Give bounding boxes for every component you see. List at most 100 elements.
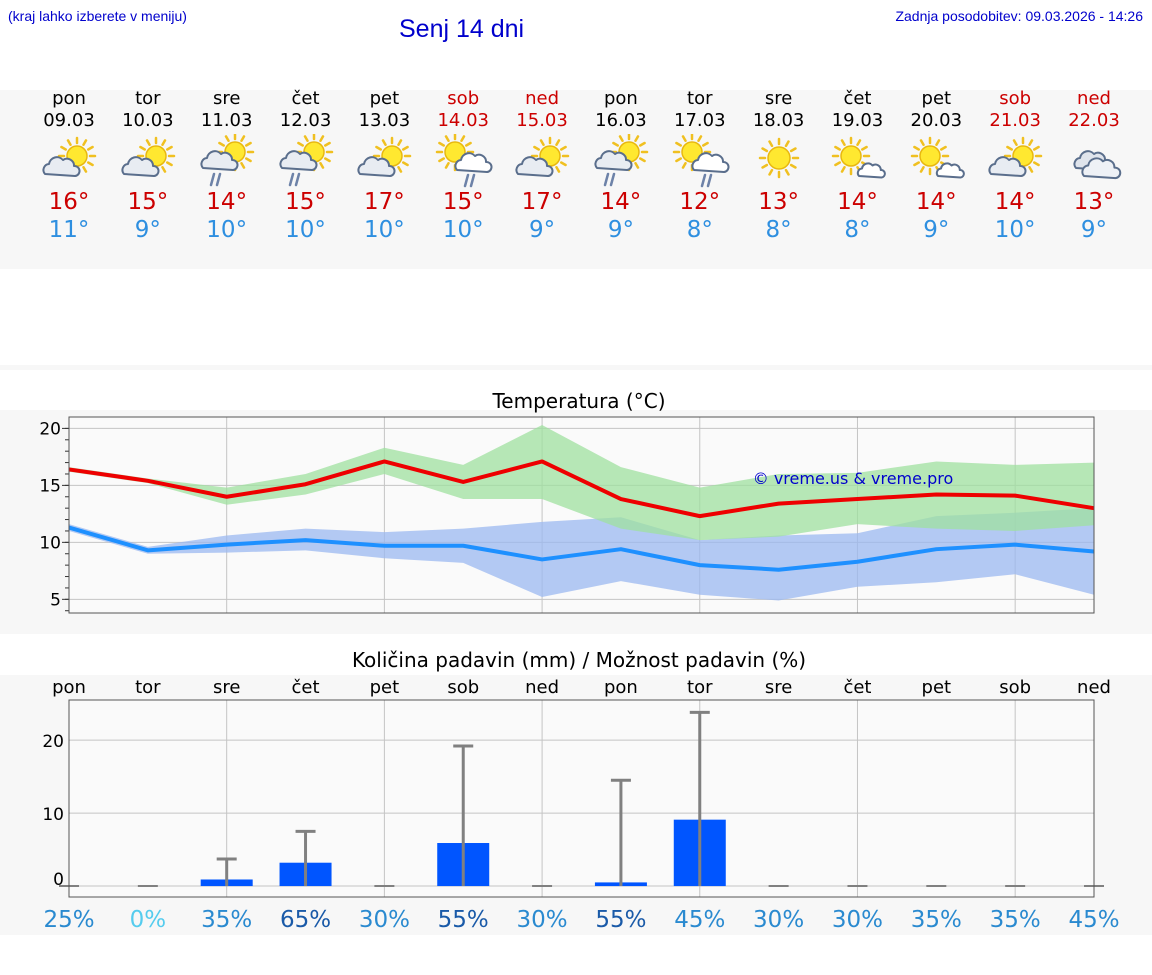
sun-cloud-rain-icon bbox=[594, 134, 649, 187]
cloudy-icon bbox=[1073, 150, 1122, 180]
min-temp: 10° bbox=[994, 217, 1036, 243]
plot-frame bbox=[68, 699, 1095, 898]
day-date: 14.03 bbox=[437, 110, 489, 131]
day-column: pon 09.03 16° 11° bbox=[29, 88, 109, 244]
x-category-label: čet bbox=[292, 677, 320, 698]
min-temp: 8° bbox=[686, 217, 713, 243]
day-name: čet bbox=[291, 88, 320, 109]
max-temp: 14° bbox=[837, 189, 878, 215]
min-temp: 9° bbox=[607, 217, 634, 243]
max-temp: 14° bbox=[206, 189, 248, 215]
day-name: čet bbox=[843, 88, 872, 109]
max-temp: 17° bbox=[521, 189, 563, 215]
sun-small-cloud-icon bbox=[911, 136, 966, 179]
day-column: sre 11.03 14° 10° bbox=[187, 88, 267, 244]
day-name: sre bbox=[212, 88, 241, 109]
day-column: ned 22.03 13° 9° bbox=[1054, 88, 1134, 244]
precip-chance: 35% bbox=[201, 907, 252, 933]
day-column: pon 16.03 14° 9° bbox=[581, 88, 661, 244]
x-category-label: ned bbox=[525, 677, 559, 698]
separator-band bbox=[0, 365, 1152, 370]
max-temp: 17° bbox=[363, 189, 405, 215]
x-category-label: sob bbox=[999, 677, 1031, 698]
day-date: 11.03 bbox=[200, 110, 253, 131]
y-tick-label: 0 bbox=[53, 870, 64, 890]
min-temp: 9° bbox=[134, 217, 161, 243]
precip-chance: 0% bbox=[130, 907, 167, 933]
partly-cloudy-sun-icon bbox=[515, 136, 570, 177]
x-category-label: sob bbox=[447, 677, 479, 698]
day-column: sob 14.03 15° 10° bbox=[423, 88, 503, 244]
y-tick-label: 10 bbox=[39, 533, 61, 553]
day-name: sre bbox=[764, 88, 793, 109]
sun-rain-cloud-icon bbox=[672, 134, 730, 188]
page-title: Senj 14 dni bbox=[399, 15, 525, 43]
min-temp: 9° bbox=[923, 217, 950, 243]
max-temp: 13° bbox=[1073, 189, 1115, 215]
day-name: pet bbox=[921, 88, 952, 109]
precip-chance: 35% bbox=[990, 907, 1041, 933]
partly-cloudy-sun-icon bbox=[121, 136, 176, 177]
min-temp: 10° bbox=[442, 217, 484, 243]
y-tick-label: 10 bbox=[42, 805, 64, 825]
x-category-label: tor bbox=[687, 677, 713, 698]
precip-chance: 45% bbox=[674, 907, 725, 933]
max-temp: 12° bbox=[679, 189, 721, 215]
day-name: ned bbox=[1077, 88, 1111, 109]
min-temp: 9° bbox=[528, 217, 556, 243]
day-name: pon bbox=[52, 88, 86, 109]
precip-chance: 45% bbox=[1068, 907, 1119, 933]
day-column: ned 15.03 17° 9° bbox=[502, 88, 582, 244]
day-date: 22.03 bbox=[1068, 110, 1120, 131]
day-column: čet 19.03 14° 8° bbox=[817, 88, 897, 244]
min-temp: 8° bbox=[844, 217, 871, 243]
sun-cloud-rain-icon bbox=[200, 134, 254, 187]
day-date: 16.03 bbox=[595, 110, 647, 131]
x-category-label: pet bbox=[922, 677, 952, 698]
chart-title: Količina padavin (mm) / Možnost padavin … bbox=[352, 648, 806, 672]
max-temp-line bbox=[68, 459, 1095, 519]
day-date: 18.03 bbox=[752, 110, 805, 131]
max-temp: 16° bbox=[48, 189, 90, 215]
precip-chance: 30% bbox=[753, 907, 804, 933]
precip-chance: 55% bbox=[438, 907, 489, 933]
min-temp: 11° bbox=[48, 217, 90, 243]
max-temp: 15° bbox=[127, 189, 169, 215]
partly-cloudy-sun-icon bbox=[988, 136, 1043, 177]
precip-chance: 25% bbox=[43, 907, 94, 933]
x-category-label: sre bbox=[213, 677, 240, 698]
y-tick-label: 15 bbox=[39, 476, 61, 496]
day-column: tor 10.03 15° 9° bbox=[108, 88, 188, 244]
plot-area bbox=[69, 700, 1094, 897]
day-name: sob bbox=[999, 88, 1032, 109]
day-name: pon bbox=[603, 88, 638, 109]
temperature-chart: Temperatura (°C) 5 10 15 20 © vreme.us & vrem… bbox=[39, 389, 1095, 614]
day-column: tor 17.03 12° 8° bbox=[660, 88, 740, 244]
forecast-days: pon 09.03 16° 11° tor 10.03 15° 9° sre 11.03 14° 10… bbox=[0, 88, 1152, 248]
watermark: © vreme.us & vreme.pro bbox=[753, 469, 954, 488]
day-date: 10.03 bbox=[122, 110, 174, 131]
x-category-label: tor bbox=[135, 677, 161, 698]
day-column: pet 20.03 14° 9° bbox=[896, 88, 976, 244]
max-temp: 15° bbox=[285, 189, 326, 215]
day-date: 21.03 bbox=[989, 110, 1041, 131]
x-category-label: ned bbox=[1077, 677, 1111, 698]
y-tick-label: 20 bbox=[42, 732, 64, 752]
sun-cloud-rain-icon bbox=[279, 134, 333, 187]
day-name: tor bbox=[687, 88, 713, 109]
last-updated: Zadnja posodobitev: 09.03.2026 - 14:26 bbox=[895, 8, 1143, 24]
max-range-band bbox=[69, 424, 1094, 541]
y-tick-label: 20 bbox=[39, 419, 61, 439]
day-column: sob 21.03 14° 10° bbox=[975, 88, 1055, 244]
sun-icon bbox=[758, 137, 799, 179]
min-temp: 10° bbox=[363, 217, 405, 243]
partly-cloudy-sun-icon bbox=[357, 136, 412, 177]
max-temp: 14° bbox=[600, 189, 642, 215]
precip-chance: 30% bbox=[359, 907, 410, 933]
location-menu-note[interactable]: (kraj lahko izberete v meniju) bbox=[8, 8, 187, 24]
x-category-label: pon bbox=[604, 677, 638, 698]
chart-title: Temperatura (°C) bbox=[491, 389, 665, 413]
day-date: 09.03 bbox=[43, 110, 95, 131]
precip-chance: 35% bbox=[911, 907, 962, 933]
min-temp-line bbox=[68, 525, 1095, 572]
